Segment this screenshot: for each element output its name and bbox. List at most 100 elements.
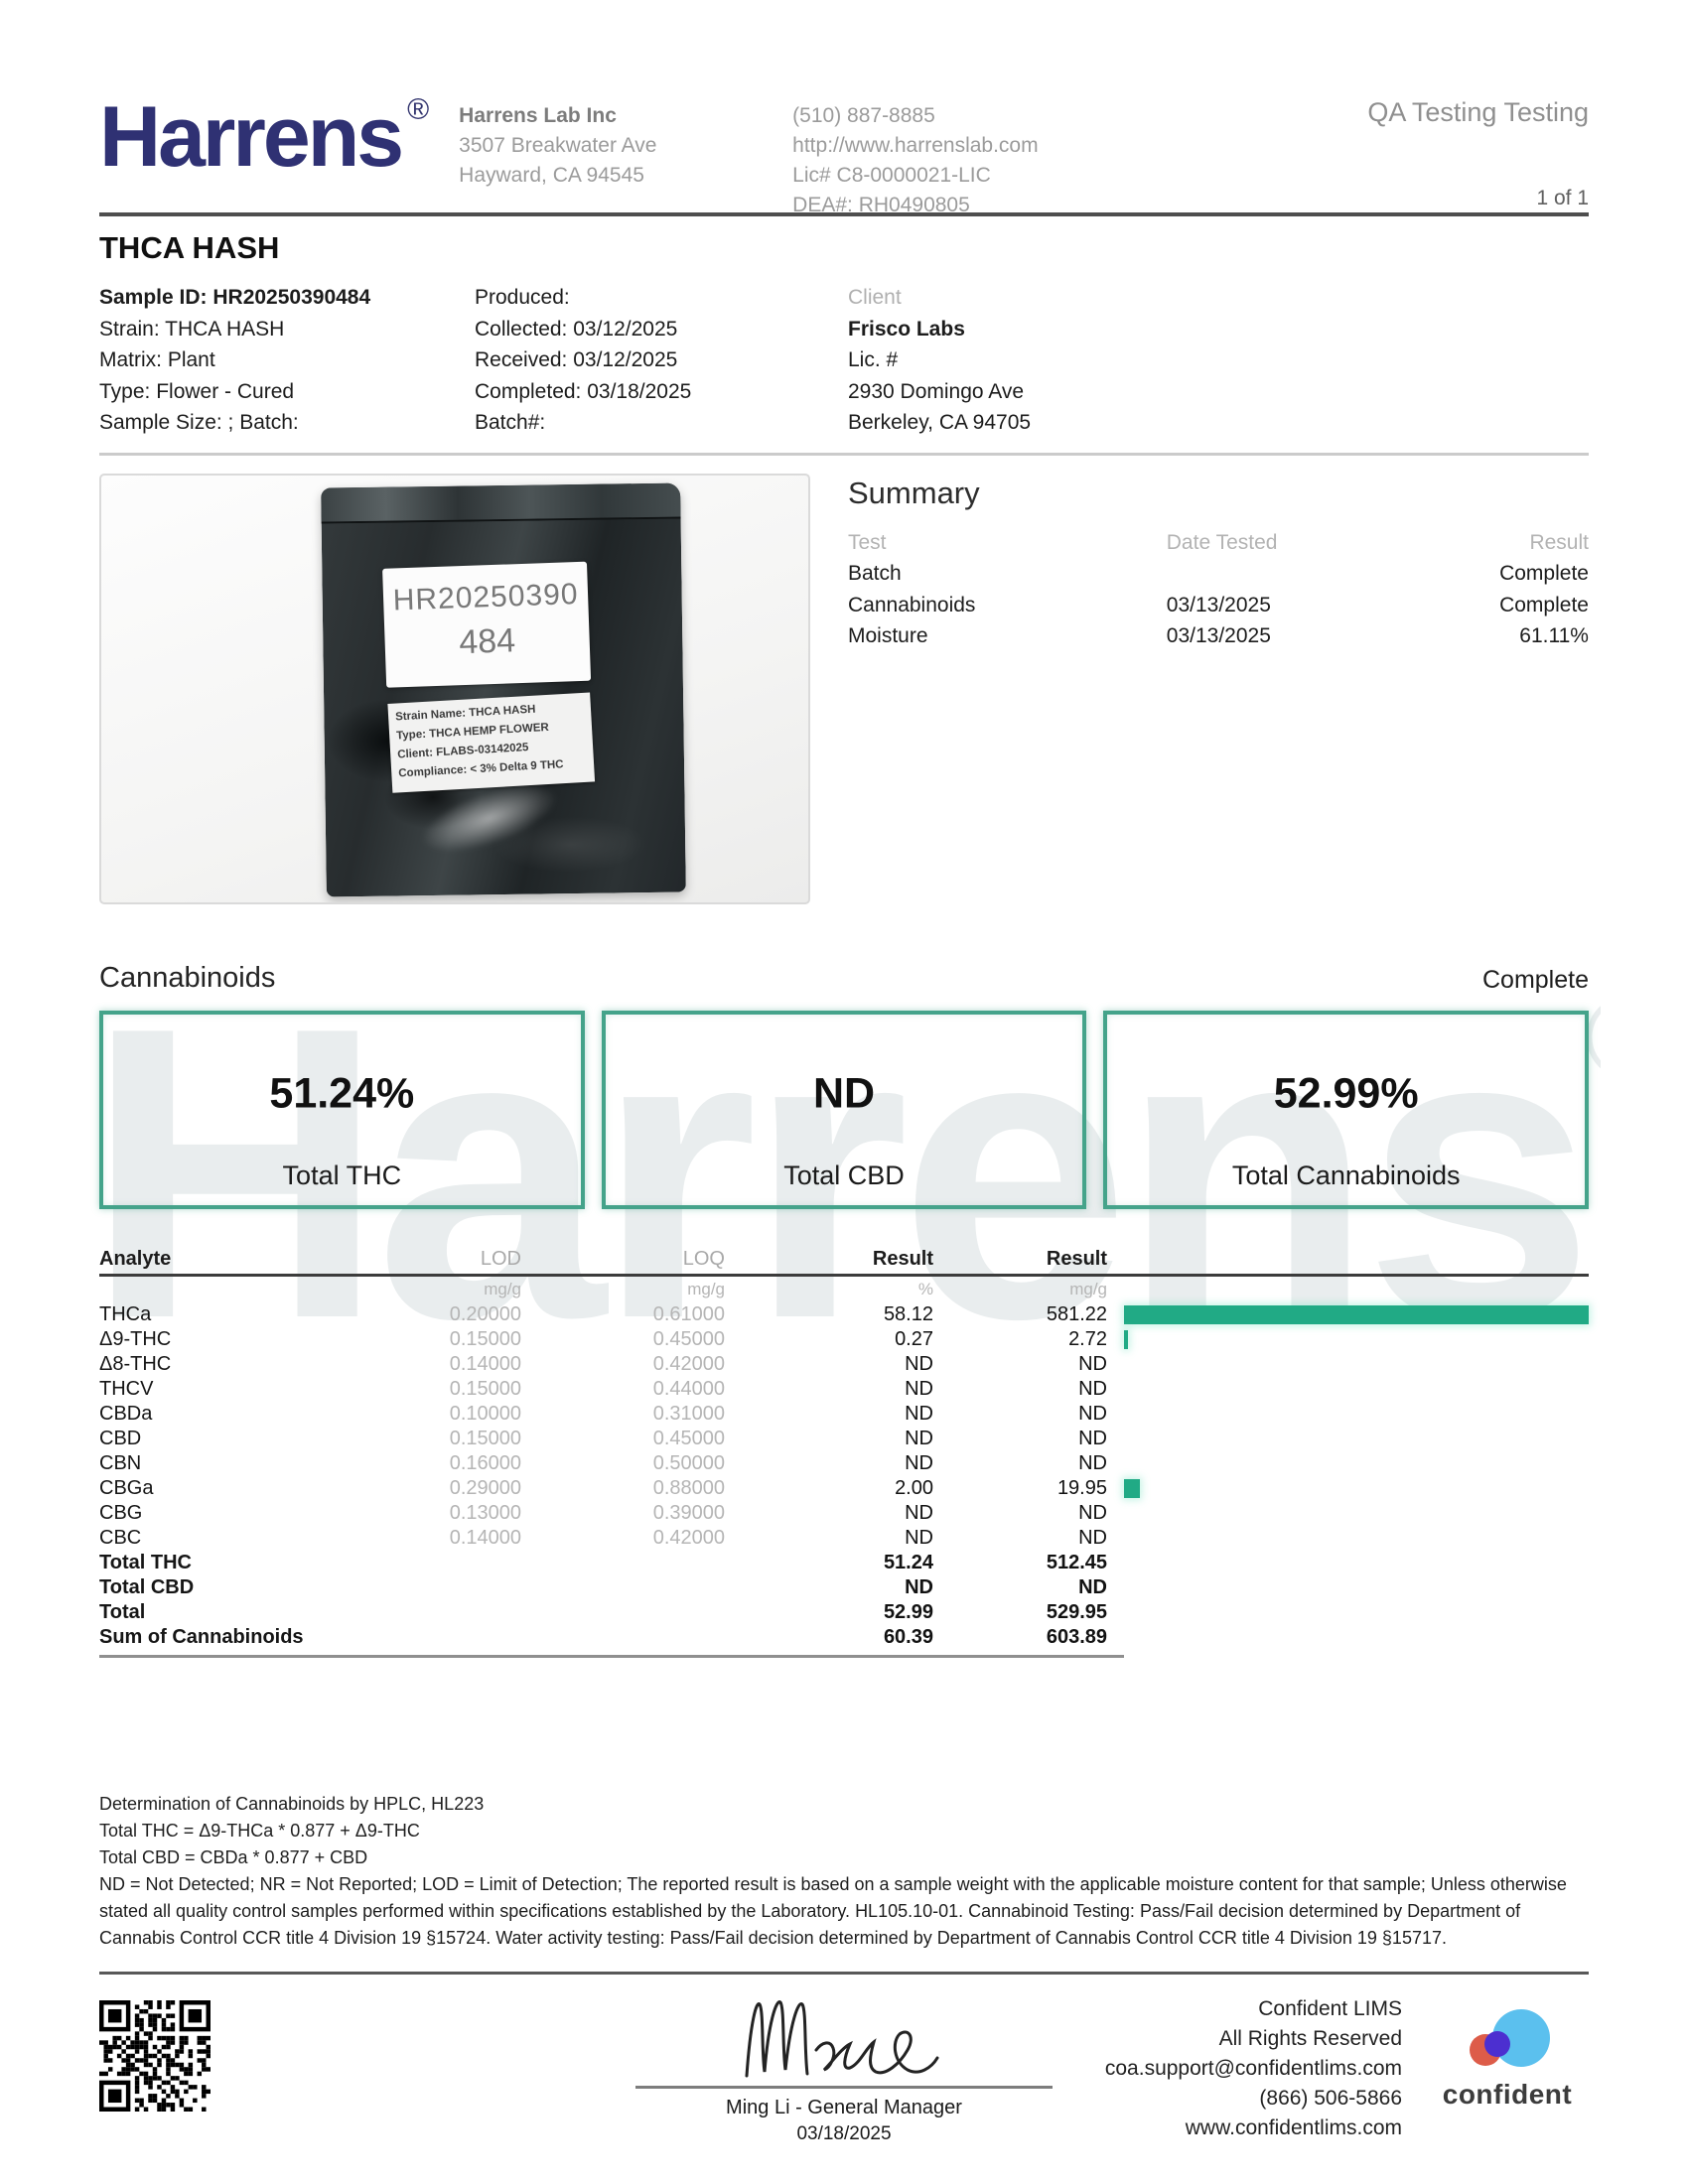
- total-result-mgg: ND: [1078, 1575, 1107, 1598]
- sample-title: THCA HASH: [99, 230, 280, 265]
- total-result-pct: 60.39: [883, 1625, 933, 1648]
- header-divider: [99, 212, 1589, 216]
- client-address2: Berkeley, CA 94705: [848, 411, 1032, 434]
- unit-mgg: mg/g: [1069, 1279, 1107, 1298]
- signature-date: 03/18/2025: [796, 2122, 892, 2144]
- analyte-name: THCV: [99, 1377, 154, 1400]
- analyte-total-row: Total 52.99 529.95: [99, 1600, 1589, 1625]
- analyte-result-bar: [1124, 1329, 1129, 1349]
- total-name: Sum of Cannabinoids: [99, 1625, 304, 1648]
- summary-col-result: Result: [1529, 530, 1589, 554]
- total-result-pct: 52.99: [883, 1600, 933, 1623]
- analyte-result-pct: ND: [905, 1377, 933, 1400]
- analyte-loq: 0.45000: [652, 1327, 725, 1350]
- cannabinoid-stat-boxes: 51.24% Total THC ND Total CBD 52.99% Total Ca…: [99, 1010, 1589, 1209]
- stat-label: Total THC: [282, 1160, 402, 1190]
- signature-line: [635, 2085, 1053, 2089]
- analyte-loq: 0.50000: [652, 1451, 725, 1474]
- stat-box: 52.99% Total Cannabinoids: [1103, 1010, 1589, 1209]
- analyte-bar-cell: [1107, 1304, 1589, 1324]
- sample-info-col1: Sample ID: HR20250390484 Strain: THCA HA…: [99, 282, 475, 439]
- total-result-pct: ND: [905, 1575, 933, 1598]
- analyte-lod: 0.16000: [449, 1451, 521, 1474]
- analyte-lod: 0.15000: [449, 1327, 521, 1350]
- analyte-result-mgg: 581.22: [1046, 1302, 1107, 1325]
- analyte-units-row: mg/g mg/g % mg/g: [99, 1277, 1589, 1302]
- lims-line: (866) 506-5866: [1259, 2086, 1402, 2110]
- analyte-result-mgg: ND: [1078, 1501, 1107, 1524]
- total-name: Total THC: [99, 1551, 192, 1573]
- analyte-result-mgg: ND: [1078, 1427, 1107, 1449]
- sample-size-batch: Sample Size: ; Batch:: [99, 411, 299, 434]
- analyte-lod: 0.14000: [449, 1352, 521, 1375]
- summary-date-cell: [1167, 558, 1419, 590]
- unit-lod: mg/g: [484, 1279, 521, 1298]
- client-name: Frisco Labs: [848, 317, 965, 341]
- analyte-result-mgg: 2.72: [1068, 1327, 1107, 1350]
- qr-code: [99, 1999, 211, 2112]
- analyte-lod: 0.13000: [449, 1501, 521, 1524]
- footer-divider: [99, 1971, 1589, 1975]
- analyte-result-pct: ND: [905, 1402, 933, 1425]
- sample-bag-image: HR20250390 484 Strain Name: THCA HASH Typ…: [321, 481, 686, 897]
- bag-label-line2: 484: [458, 620, 516, 661]
- analyte-table: Analyte LOD LOQ Result Result mg/g mg/g …: [99, 1245, 1589, 1658]
- sample-produced: Produced:: [475, 286, 570, 309]
- lab-website: http://www.harrenslab.com: [792, 134, 1039, 157]
- summary-test-cell: Batch: [848, 562, 902, 585]
- footnote-line: Total CBD = CBDa * 0.877 + CBD: [99, 1846, 368, 1867]
- analyte-name: CBD: [99, 1427, 142, 1449]
- stat-box: ND Total CBD: [601, 1010, 1087, 1209]
- analyte-name: CBDa: [99, 1402, 153, 1425]
- analyte-row: THCV 0.15000 0.44000 ND ND: [99, 1377, 1589, 1402]
- signer-name-title: Ming Li - General Manager: [726, 2096, 962, 2118]
- analyte-row: Δ9-THC 0.15000 0.45000 0.27 2.72: [99, 1327, 1589, 1352]
- analyte-result-mgg: ND: [1078, 1377, 1107, 1400]
- summary-result-cell: Complete: [1499, 562, 1589, 585]
- analyte-loq: 0.42000: [652, 1526, 725, 1549]
- total-result-mgg: 529.95: [1046, 1600, 1107, 1623]
- col-analyte: Analyte: [99, 1247, 172, 1270]
- sample-batch: Batch#:: [475, 411, 546, 434]
- unit-pct: %: [917, 1279, 933, 1298]
- total-name: Total CBD: [99, 1575, 195, 1598]
- client-info-col: Client Frisco Labs Lic. # 2930 Domingo A…: [848, 282, 1589, 439]
- footnote-line: Determination of Cannabinoids by HPLC, H…: [99, 1793, 485, 1814]
- analyte-result-mgg: ND: [1078, 1526, 1107, 1549]
- lab-dea: DEA#: RH0490805: [792, 194, 970, 216]
- lims-line: All Rights Reserved: [1218, 2026, 1402, 2050]
- stat-box: 51.24% Total THC: [99, 1010, 585, 1209]
- lims-line: www.confidentlims.com: [1185, 2116, 1402, 2139]
- analyte-name: CBN: [99, 1451, 142, 1474]
- analyte-lod: 0.20000: [449, 1302, 521, 1325]
- analyte-total-row: Sum of Cannabinoids 60.39 603.89: [99, 1625, 1589, 1650]
- analyte-name: CBG: [99, 1501, 143, 1524]
- analyte-total-row: Total CBD ND ND: [99, 1575, 1589, 1600]
- sample-completed: Completed: 03/18/2025: [475, 379, 692, 403]
- registered-trademark-icon: ®: [407, 93, 430, 126]
- lims-line: Confident LIMS: [1258, 1996, 1402, 2020]
- cannabinoids-status: Complete: [1482, 965, 1589, 994]
- harrens-logo: Harrens ®: [99, 91, 429, 183]
- stat-value: 52.99%: [1273, 1069, 1419, 1118]
- analyte-bar-cell: [1107, 1478, 1589, 1498]
- analyte-row: CBDa 0.10000 0.31000 ND ND: [99, 1402, 1589, 1427]
- stat-label: Total CBD: [783, 1160, 905, 1190]
- analyte-result-pct: 0.27: [895, 1327, 933, 1350]
- report-type: QA Testing Testing: [1367, 97, 1589, 127]
- summary-title: Summary: [848, 475, 980, 510]
- header: Harrens ® Harrens Lab Inc 3507 Breakwate…: [99, 91, 1589, 216]
- footnote-line: Total THC = Δ9-THCa * 0.877 + Δ9-THC: [99, 1820, 420, 1841]
- summary-date-cell: 03/13/2025: [1166, 624, 1271, 647]
- sample-divider: [99, 452, 1589, 456]
- bag-id-label: HR20250390 484: [382, 561, 592, 688]
- analyte-result-mgg: ND: [1078, 1451, 1107, 1474]
- analyte-result-pct: ND: [905, 1427, 933, 1449]
- analyte-name: THCa: [99, 1302, 152, 1325]
- total-result-mgg: 603.89: [1046, 1625, 1107, 1648]
- analyte-lod: 0.15000: [449, 1427, 521, 1449]
- analyte-lod: 0.29000: [449, 1476, 521, 1499]
- total-name: Total: [99, 1600, 146, 1623]
- analyte-lod: 0.15000: [449, 1377, 521, 1400]
- analyte-name: CBGa: [99, 1476, 154, 1499]
